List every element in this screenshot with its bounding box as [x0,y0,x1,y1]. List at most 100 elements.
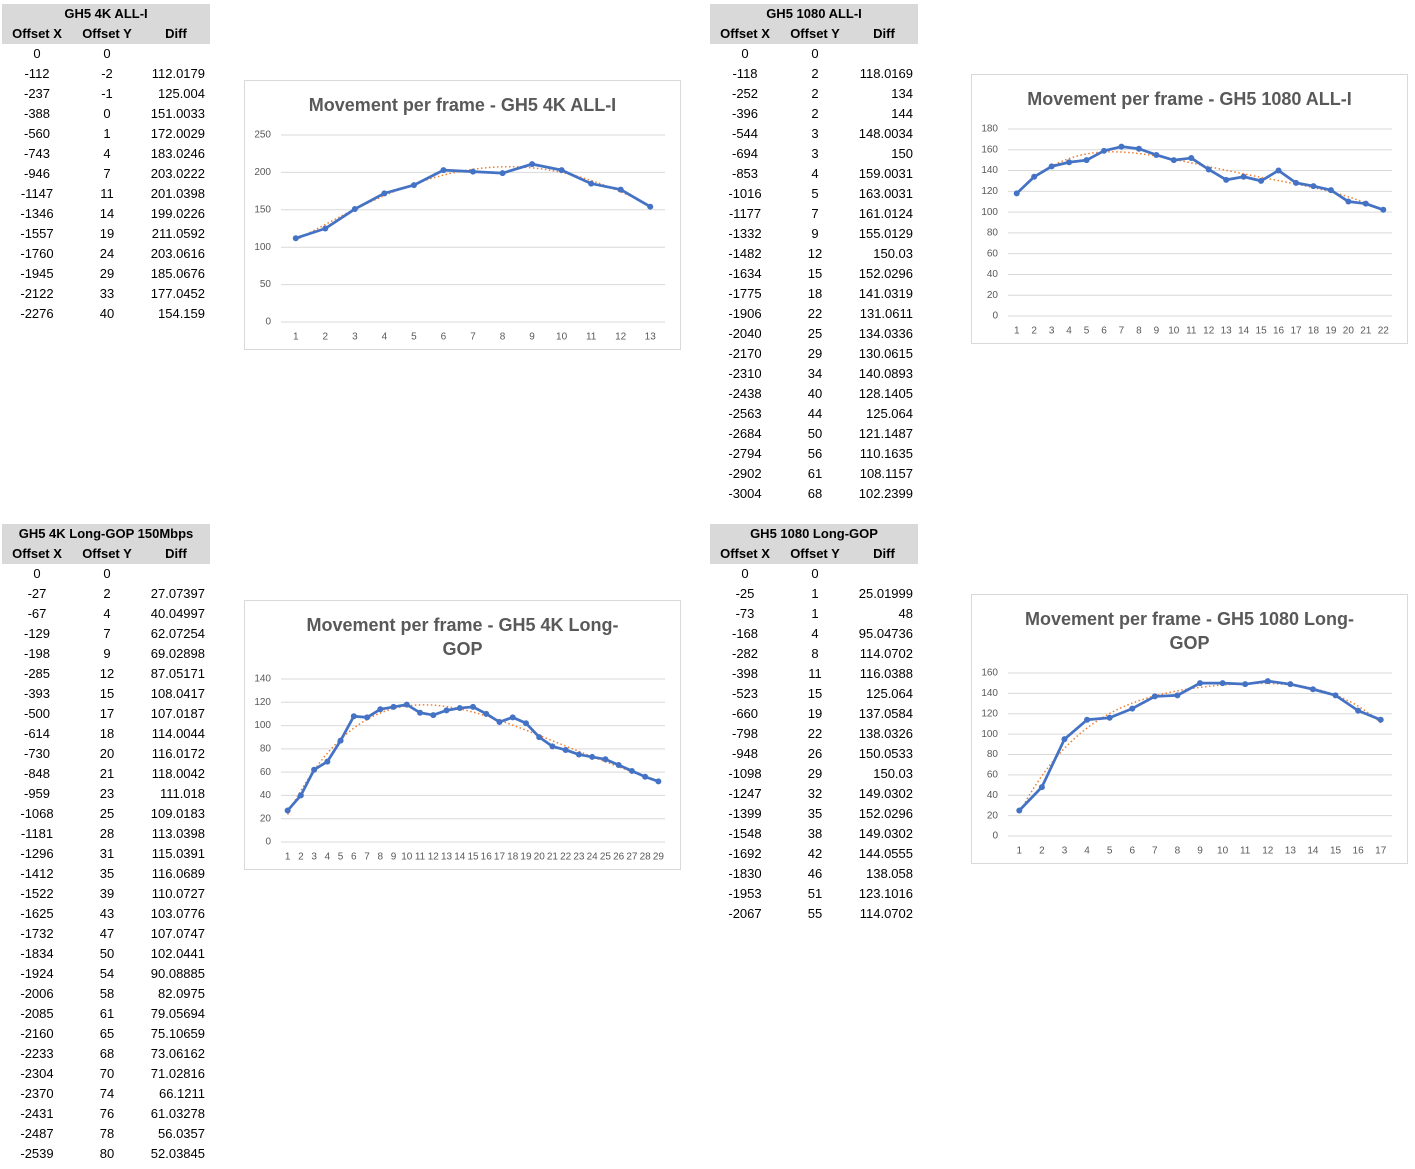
x-tick-label: 19 [1325,326,1337,337]
table-cell: 125.004 [158,86,205,101]
table-cell: 148.0034 [858,126,913,141]
data-point [470,168,476,175]
table-row: -1625 43 103.0776 [2,904,210,924]
table-cell: 0 [811,46,819,61]
column-header: Offset Y [82,26,132,41]
table-cell: 55 [807,906,823,921]
table-cell: -1634 [728,266,762,281]
table-cell: -523 [731,686,759,701]
table-cell: 28 [99,826,115,841]
x-tick-label: 10 [401,852,413,863]
table-cell: -1296 [20,846,54,861]
table-cell: 141.0319 [858,286,913,301]
table-cell: 138.0326 [858,726,913,741]
table-cell: 1 [811,586,819,601]
data-point [1309,686,1316,693]
table-cell: -198 [23,646,51,661]
table-cell: 128.1405 [858,386,913,401]
table-row: -2160 65 75.10659 [2,1024,210,1044]
table-cell: 19 [807,706,823,721]
x-tick-label: 8 [1175,846,1181,857]
table-cell: 78 [99,1126,115,1141]
table-cell: -1346 [20,206,54,221]
table-cell: -848 [23,766,51,781]
column-header: Diff [873,26,895,41]
x-tick-label: 16 [481,852,493,863]
table-cell: 0 [741,46,749,61]
data-point [324,758,331,765]
table-row: -1557 19 211.0592 [2,224,210,244]
y-tick-label: 120 [254,697,271,708]
table-cell: 68 [99,1046,115,1061]
table-cell: -1098 [728,766,762,781]
data-point [1061,736,1068,743]
data-point [390,703,397,710]
data-point [1038,784,1045,791]
x-tick-label: 10 [556,332,568,343]
table-cell: 33 [99,286,115,301]
table-cell: -544 [731,126,759,141]
table-cell: 154.159 [158,306,205,321]
data-point [403,701,410,708]
x-tick-label: 13 [1285,846,1297,857]
data-point [351,206,358,213]
table-cell: 199.0226 [150,206,205,221]
table-cell: 17 [99,706,115,721]
table-cell: -560 [23,126,51,141]
table-cell: -1548 [728,826,762,841]
header-row: Offset X Offset Y Diff [710,544,918,564]
x-tick-label: 6 [441,332,447,343]
column-header: Offset X [12,26,62,41]
y-tick-label: 0 [265,837,271,848]
table-cell: 25 [807,326,823,341]
table-row: -1412 35 116.0689 [2,864,210,884]
table-row: -73 1 48 [710,604,918,624]
x-tick-label: 11 [586,332,597,343]
table-row: -1399 35 152.0296 [710,804,918,824]
data-point [292,235,299,242]
x-tick-label: 11 [1240,846,1251,857]
y-tick-label: 140 [981,688,998,699]
data-point [589,753,596,760]
table-cell: 137.0584 [858,706,913,721]
column-header: Diff [165,546,187,561]
x-tick-label: 12 [428,852,440,863]
data-point [1219,680,1226,687]
x-tick-label: 1 [1017,846,1023,857]
table-cell: 5 [811,186,819,201]
table-cell: 8 [811,646,819,661]
table-cell: 46 [807,866,823,881]
table-cell: -168 [731,626,759,641]
table-cell: -2684 [728,426,762,441]
table-cell: -2310 [728,366,762,381]
table-cell: 54 [99,966,115,981]
table-row: -560 1 172.0029 [2,124,210,144]
x-tick-label: 16 [1273,326,1285,337]
table-cell: 61.03278 [150,1106,205,1121]
table-cell: 138.058 [866,866,913,881]
x-tick-label: 2 [323,332,329,343]
x-tick-label: 17 [1375,846,1387,857]
table-cell: 18 [99,726,115,741]
table-cell: 1 [811,606,819,621]
table-cell: -2233 [20,1046,54,1061]
x-tick-label: 14 [454,852,466,863]
table-cell: 0 [741,566,749,581]
table-row: -252 2 134 [710,84,918,104]
table-cell: -1557 [20,226,54,241]
table-row: -1945 29 185.0676 [2,264,210,284]
x-tick-label: 16 [1353,846,1365,857]
data-point [1355,707,1362,714]
table-cell: 203.0222 [150,166,205,181]
data-point [1151,693,1158,700]
y-tick-label: 60 [260,767,272,778]
table-cell: 177.0452 [150,286,205,301]
table-cell: -2276 [20,306,54,321]
x-tick-label: 19 [520,852,532,863]
table-row: -3004 68 102.2399 [710,484,918,504]
table-cell: 11 [808,666,822,681]
x-tick-label: 8 [1136,326,1142,337]
